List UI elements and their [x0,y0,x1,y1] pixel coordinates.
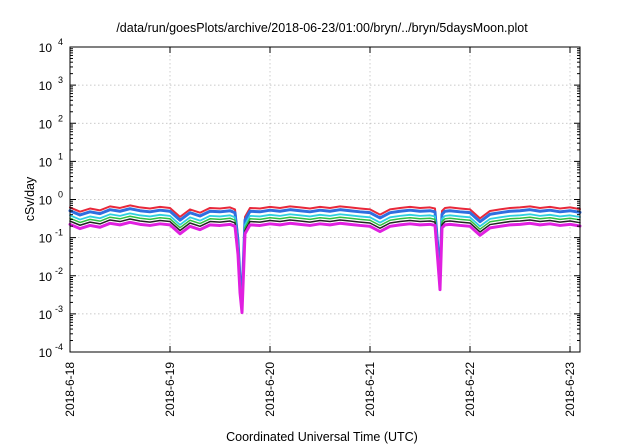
y-tick-exponent: 0 [58,190,63,200]
y-tick-exponent: -3 [55,304,63,314]
y-tick-label: 10 [39,270,53,284]
y-tick-label: 10 [39,79,53,93]
y-tick-base: 10 [39,270,53,284]
y-tick-base: 10 [39,346,53,360]
series-line-2 [68,207,582,301]
y-tick-label: 10 [39,232,53,246]
y-tick-base: 10 [39,41,53,55]
y-tick-exponent: -4 [55,342,63,352]
series-group [68,204,582,315]
y-tick-label: 10 [39,117,53,131]
series-line-3 [69,212,581,305]
series-line-1 [69,204,581,297]
x-tick-label: 2018-6-22 [463,362,477,417]
y-tick-base: 10 [39,232,53,246]
y-tick-exponent: 3 [58,75,63,85]
series-line-4 [69,215,581,308]
x-tick-label: 2018-6-23 [563,362,577,417]
y-tick-label: 10 [39,41,53,55]
series-line-6 [68,220,582,315]
y-axis-label: cSv/day [23,176,37,221]
y-tick-exponent: -1 [55,228,63,238]
y-tick-label: 10 [39,346,53,360]
y-tick-exponent: -2 [55,266,63,276]
y-tick-exponent: 2 [58,113,63,123]
y-tick-exponent: 4 [58,37,63,47]
x-tick-label: 2018-6-20 [263,362,277,417]
y-tick-label: 10 [39,194,53,208]
chart-title: /data/run/goesPlots/archive/2018-06-23/0… [116,21,528,35]
y-tick-label: 10 [39,308,53,322]
x-tick-label: 2018-6-19 [163,362,177,417]
y-tick-base: 10 [39,155,53,169]
x-tick-label: 2018-6-18 [63,362,77,417]
x-axis-label: Coordinated Universal Time (UTC) [226,430,418,444]
grid [69,46,580,353]
y-tick-exponent: 1 [58,151,63,161]
y-tick-base: 10 [39,194,53,208]
series-line-5 [69,218,581,311]
y-tick-base: 10 [39,308,53,322]
y-tick-label: 10 [39,155,53,169]
y-tick-base: 10 [39,117,53,131]
y-tick-base: 10 [39,79,53,93]
x-tick-label: 2018-6-21 [363,362,377,417]
